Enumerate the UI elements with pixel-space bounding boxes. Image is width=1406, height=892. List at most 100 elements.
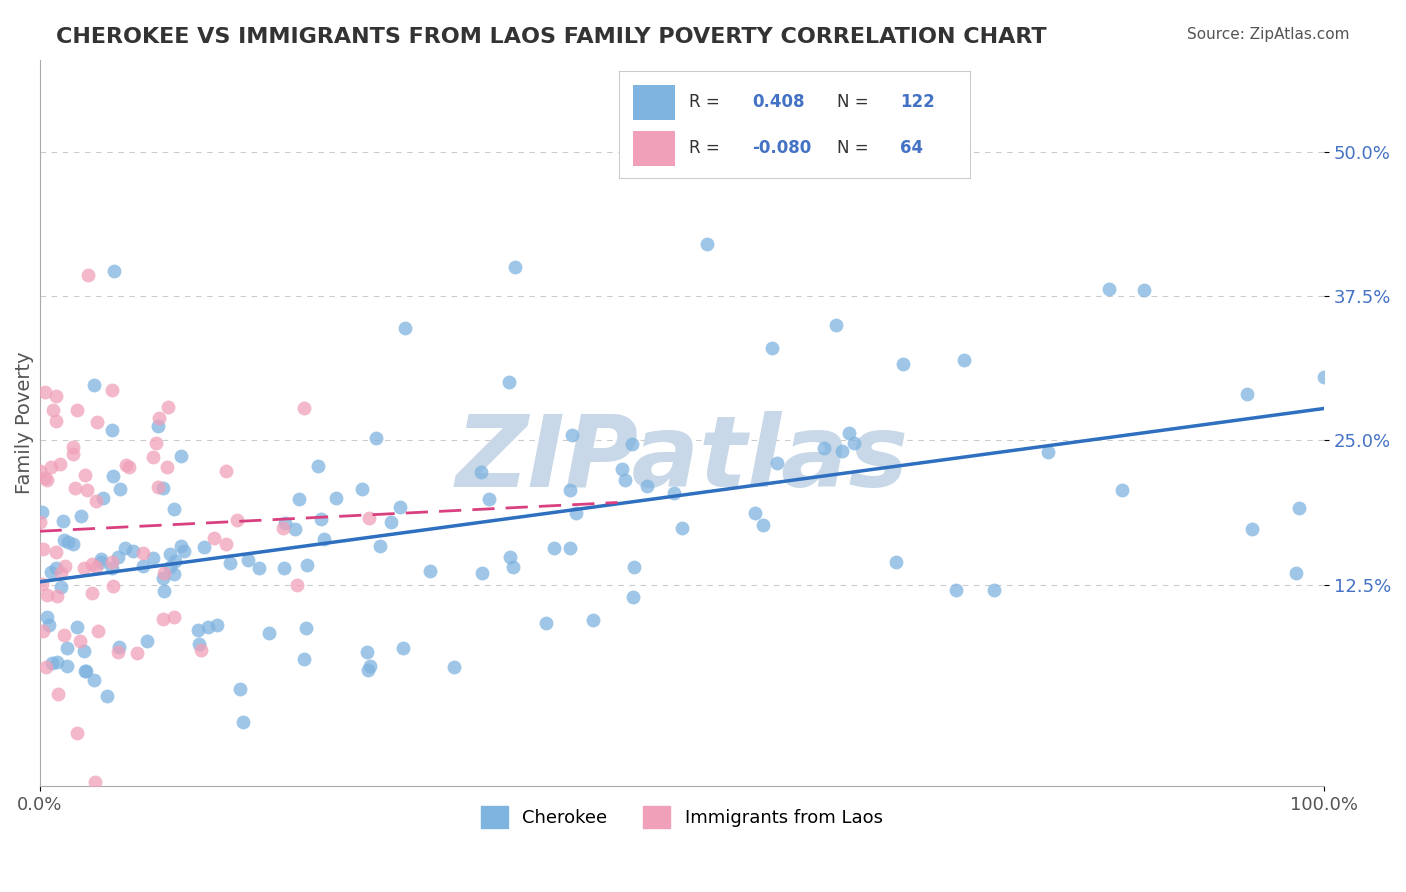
- Point: [226, 513, 249, 527]
- Point: [443, 660, 465, 674]
- Point: [100, 556, 122, 570]
- Point: [66, 403, 89, 417]
- Point: [34, 471, 56, 485]
- Bar: [633, 86, 675, 120]
- Point: [273, 560, 295, 574]
- Point: [156, 459, 179, 474]
- Point: [153, 584, 176, 599]
- Point: [1236, 387, 1258, 401]
- Point: [838, 425, 860, 440]
- Point: [558, 483, 581, 498]
- Point: [136, 634, 159, 648]
- Point: [945, 582, 967, 597]
- Point: [62, 447, 84, 461]
- Point: [215, 537, 238, 551]
- Y-axis label: Family Poverty: Family Poverty: [15, 351, 34, 494]
- Point: [165, 553, 187, 567]
- Point: [1111, 483, 1133, 498]
- Point: [100, 423, 122, 437]
- Text: 122: 122: [900, 94, 935, 112]
- Legend: Cherokee, Immigrants from Laos: Cherokee, Immigrants from Laos: [474, 799, 890, 836]
- Point: [90, 552, 112, 566]
- Point: [75, 665, 97, 679]
- Point: [623, 559, 645, 574]
- Point: [1098, 281, 1121, 295]
- Point: [173, 544, 195, 558]
- Point: [96, 689, 118, 703]
- Point: [45, 655, 67, 669]
- Point: [543, 541, 565, 556]
- Point: [419, 564, 441, 578]
- Point: [309, 512, 332, 526]
- Point: [145, 436, 167, 450]
- Point: [307, 459, 329, 474]
- Point: [288, 492, 311, 507]
- Point: [1288, 500, 1310, 515]
- Point: [146, 480, 169, 494]
- Point: [75, 468, 97, 483]
- Point: [744, 506, 766, 520]
- Point: [953, 352, 976, 367]
- Text: CHEROKEE VS IMMIGRANTS FROM LAOS FAMILY POVERTY CORRELATION CHART: CHEROKEE VS IMMIGRANTS FROM LAOS FAMILY …: [56, 27, 1047, 46]
- Point: [132, 546, 155, 560]
- Point: [146, 418, 169, 433]
- Point: [565, 506, 588, 520]
- Point: [389, 500, 412, 514]
- Point: [766, 456, 789, 470]
- Point: [152, 612, 174, 626]
- Point: [983, 583, 1005, 598]
- Point: [35, 610, 58, 624]
- Text: R =: R =: [689, 94, 725, 112]
- Point: [101, 560, 124, 574]
- Text: ZIPatlas: ZIPatlas: [456, 411, 908, 508]
- Point: [187, 623, 209, 637]
- Point: [63, 481, 86, 495]
- Point: [76, 268, 98, 282]
- Point: [156, 400, 179, 414]
- Point: [101, 579, 124, 593]
- Point: [107, 645, 129, 659]
- Point: [561, 427, 583, 442]
- Point: [49, 458, 72, 472]
- Point: [56, 658, 79, 673]
- Point: [891, 357, 914, 371]
- Point: [368, 539, 391, 553]
- Bar: [633, 131, 675, 166]
- Point: [271, 521, 294, 535]
- Point: [188, 636, 211, 650]
- Point: [86, 415, 108, 429]
- Point: [294, 621, 316, 635]
- Point: [152, 482, 174, 496]
- Point: [502, 559, 524, 574]
- Point: [170, 539, 193, 553]
- Point: [503, 260, 526, 275]
- Point: [28, 464, 51, 478]
- Point: [159, 547, 181, 561]
- Point: [394, 321, 416, 335]
- Point: [1038, 444, 1060, 458]
- Point: [238, 553, 260, 567]
- Point: [471, 566, 494, 580]
- Text: N =: N =: [837, 139, 873, 157]
- Point: [45, 389, 67, 403]
- Point: [35, 473, 58, 487]
- Point: [162, 566, 184, 581]
- Point: [621, 590, 644, 604]
- Point: [49, 581, 72, 595]
- Point: [91, 491, 114, 505]
- Point: [614, 474, 637, 488]
- Point: [163, 502, 186, 516]
- Point: [197, 620, 219, 634]
- Point: [259, 625, 281, 640]
- Point: [392, 641, 415, 656]
- Point: [31, 577, 53, 591]
- Point: [1240, 522, 1263, 536]
- Point: [82, 586, 104, 600]
- Point: [498, 376, 520, 390]
- Text: Source: ZipAtlas.com: Source: ZipAtlas.com: [1187, 27, 1350, 42]
- Point: [45, 414, 67, 428]
- Point: [115, 458, 138, 472]
- Point: [75, 664, 97, 678]
- Point: [65, 620, 87, 634]
- Point: [581, 613, 603, 627]
